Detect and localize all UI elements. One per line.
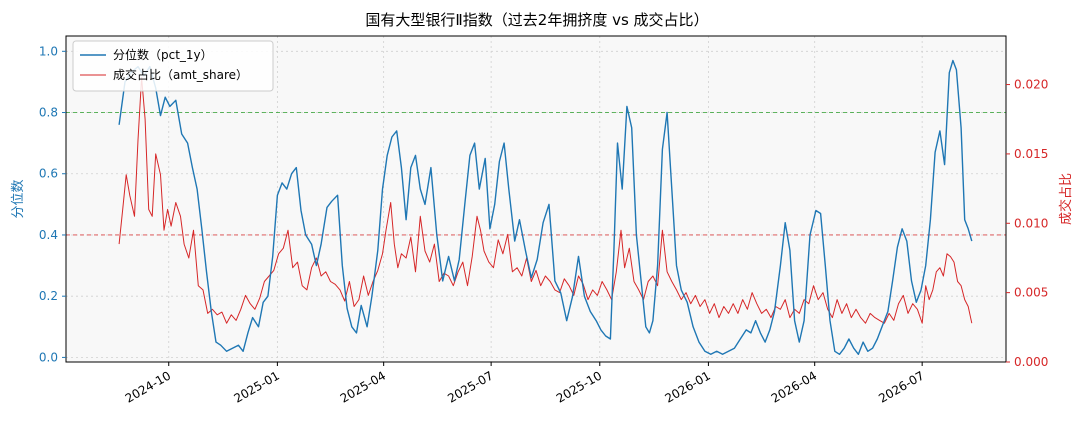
y-left-tick-label: 0.4 [39,228,58,242]
y-axis-left-label: 分位数 [11,179,26,218]
y-right-tick-label: 0.020 [1014,78,1048,92]
x-tick-label: 2025-01 [231,368,281,405]
y-left-tick-label: 1.0 [39,44,58,58]
y-axis-left: 0.0 0.2 0.4 0.6 0.8 1.0 [39,44,66,364]
x-tick-label: 2026-04 [769,368,819,405]
x-tick-label: 2025-07 [445,368,495,405]
legend-label-amt-share: 成交占比（amt_share） [113,67,248,82]
series-amt-share [118,77,973,324]
x-tick-label: 2025-10 [554,368,604,405]
y-left-tick-label: 0.6 [39,167,58,181]
y-axis-right-label: 成交占比 [1058,173,1074,225]
reference-lines [66,112,1006,236]
x-axis: 2024-10 2025-01 2025-04 2025-07 2025-10 2026-… [123,362,927,406]
y-left-tick-label: 0.8 [39,106,58,120]
legend-label-pct-1y: 分位数（pct_1y） [113,47,213,62]
chart-title: 国有大型银行Ⅱ指数（过去2年拥挤度 vs 成交占比） [365,11,708,29]
plot-frame [65,35,1007,363]
y-right-tick-label: 0.005 [1014,286,1048,300]
series-line-amt-share [118,77,973,324]
series-pct-1y [118,59,973,355]
y-left-tick-label: 0.0 [39,350,58,364]
series-line-pct-1y [118,59,973,355]
y-left-tick-label: 0.2 [39,289,58,303]
y-right-tick-label: 0.000 [1014,355,1048,369]
y-right-tick-label: 0.015 [1014,147,1048,161]
x-tick-label: 2024-10 [123,368,173,405]
x-tick-label: 2025-04 [338,368,388,405]
y-axis-right: 0.000 0.005 0.010 0.015 0.020 [1006,78,1048,369]
y-right-tick-label: 0.010 [1014,216,1048,230]
x-tick-label: 2026-07 [876,368,926,405]
x-tick-label: 2026-01 [662,368,712,405]
legend-box [72,40,274,92]
legend: 分位数（pct_1y） 成交占比（amt_share） [72,40,274,92]
